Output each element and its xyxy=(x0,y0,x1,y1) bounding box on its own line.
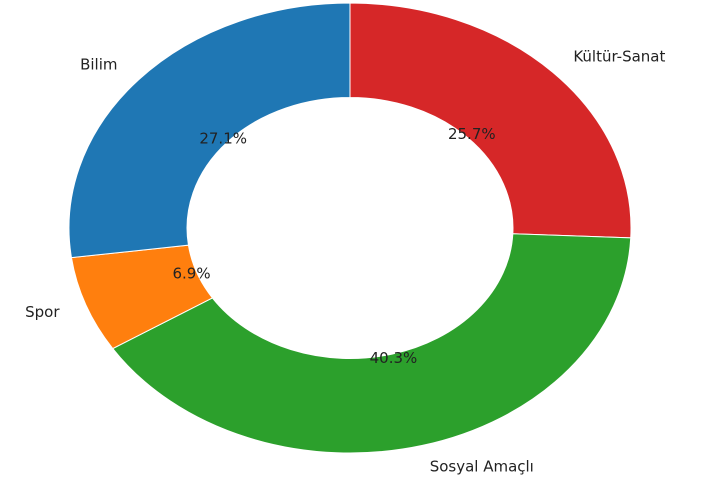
wedge xyxy=(111,233,632,454)
value-label: 6.9% xyxy=(172,265,210,283)
category-label: Sosyal Amaçlı xyxy=(430,458,534,476)
wedge xyxy=(68,2,351,259)
value-label: 25.7% xyxy=(448,125,496,143)
category-label: Bilim xyxy=(80,55,117,73)
value-label: 40.3% xyxy=(370,349,418,367)
category-label: Spor xyxy=(25,303,60,321)
category-label: Kültür-Sanat xyxy=(573,47,665,65)
wedge xyxy=(349,2,632,239)
value-label: 27.1% xyxy=(199,130,247,148)
